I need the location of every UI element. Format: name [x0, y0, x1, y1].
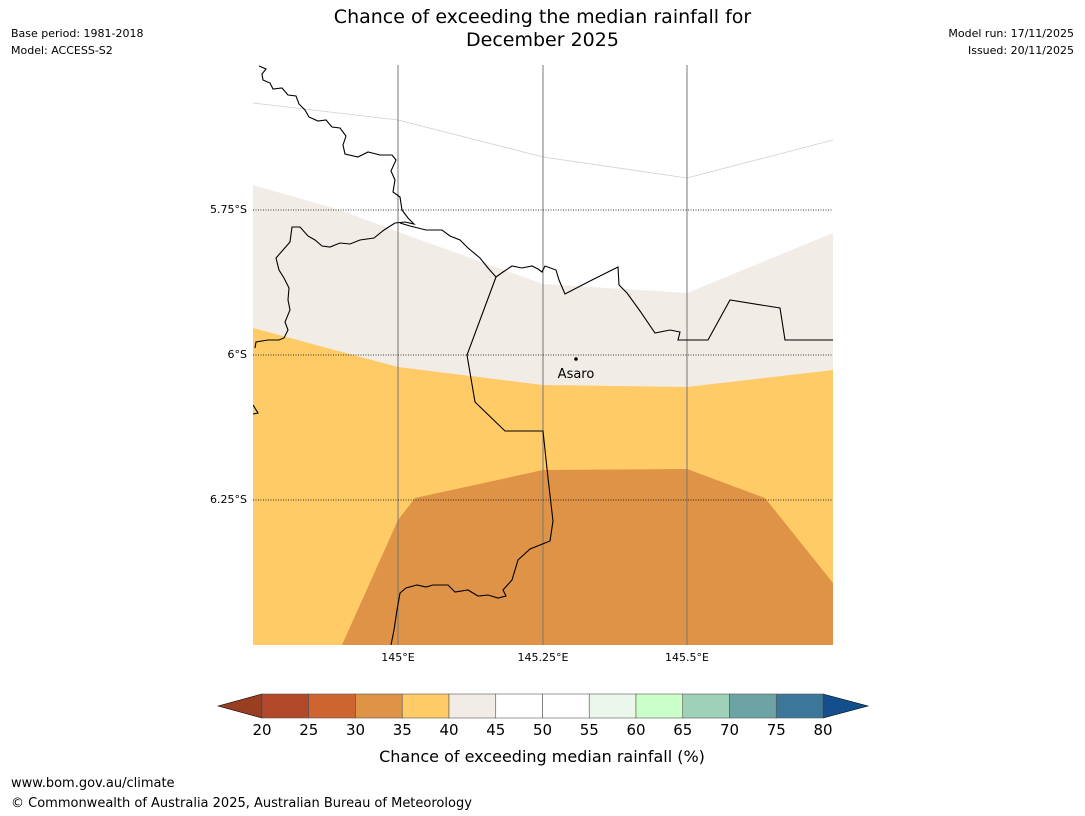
lon-label-145: 145°E — [381, 651, 414, 664]
footer-url[interactable]: www.bom.gov.au/climate — [11, 776, 175, 791]
title-line-1: Chance of exceeding the median rainfall … — [333, 6, 752, 28]
colorbar-tick-label: 45 — [486, 721, 505, 739]
colorbar-tick-label: 55 — [580, 721, 599, 739]
boundary-northern — [254, 65, 416, 349]
colorbar: 20 25 30 35 40 45 50 55 60 65 70 75 80 Chance of exc… — [216, 693, 870, 766]
colorbar-cell — [775, 693, 824, 719]
colorbar-tick-label: 30 — [346, 721, 365, 739]
colorbar-cell — [729, 693, 777, 719]
header-meta-right: Model run: 17/11/2025 Issued: 20/11/2025 — [948, 25, 1074, 59]
colorbar-ticks: 20 25 30 35 40 45 50 55 60 65 70 75 80 — [252, 721, 832, 739]
place-label-asaro: Asaro — [558, 367, 595, 382]
colorbar-cell — [682, 693, 730, 719]
map-area — [253, 65, 833, 645]
boundary-eastern — [390, 276, 554, 645]
issued-text: Issued: 20/11/2025 — [967, 44, 1074, 57]
colorbar-cell — [355, 693, 403, 719]
map-title: Chance of exceeding the median rainfall … — [0, 6, 1085, 52]
title-line-2: December 2025 — [466, 29, 619, 51]
colorbar-tick-label: 75 — [767, 721, 786, 739]
footer: www.bom.gov.au/climate © Commonwealth of… — [11, 774, 472, 814]
lat-label-5-75: 5.75°S — [210, 203, 247, 216]
colorbar-cell — [308, 693, 356, 719]
colorbar-tick-label: 60 — [626, 721, 645, 739]
colorbar-under-arrow — [216, 693, 263, 719]
asaro-marker[interactable] — [574, 357, 578, 361]
colorbar-tick-label: 40 — [439, 721, 458, 739]
colorbar-tick-label: 35 — [393, 721, 412, 739]
footer-copyright: © Commonwealth of Australia 2025, Austra… — [11, 796, 472, 811]
lon-label-145-25: 145.25°E — [518, 651, 569, 664]
lat-label-6: 6°S — [228, 348, 247, 361]
colorbar-cell — [542, 693, 590, 719]
colorbar-tick-label: 70 — [720, 721, 739, 739]
colorbar-cell — [495, 693, 543, 719]
colorbar-tick-label: 50 — [533, 721, 552, 739]
lat-label-6-25: 6.25°S — [210, 493, 247, 506]
model-run-text: Model run: 17/11/2025 — [948, 27, 1074, 40]
model-text: Model: ACCESS-S2 — [11, 44, 113, 57]
boundary-central — [399, 222, 833, 341]
colorbar-tick-label: 80 — [813, 721, 832, 739]
colorbar-tick-label: 65 — [673, 721, 692, 739]
colorbar-cell — [448, 693, 497, 719]
map-panel[interactable]: Asaro 5.75°S 6°S 6.25°S 145°E 145.25°E 1… — [0, 0, 1085, 680]
colorbar-cells — [261, 693, 824, 719]
colorbar-cell — [588, 693, 637, 719]
colorbar-tick-label: 25 — [299, 721, 318, 739]
lon-label-145-5: 145.5°E — [665, 651, 709, 664]
base-period-text: Base period: 1981-2018 — [11, 27, 144, 40]
colorbar-label: Chance of exceeding median rainfall (%) — [379, 747, 705, 766]
colorbar-tick-label: 20 — [252, 721, 271, 739]
colorbar-cell — [635, 693, 684, 719]
colorbar-over-arrow — [822, 693, 870, 719]
colorbar-cell — [401, 693, 450, 719]
colorbar-cell — [261, 693, 310, 719]
boundary-fragment — [253, 404, 259, 415]
header-meta-left: Base period: 1981-2018 Model: ACCESS-S2 — [11, 25, 143, 59]
band-30-35 — [342, 469, 833, 645]
